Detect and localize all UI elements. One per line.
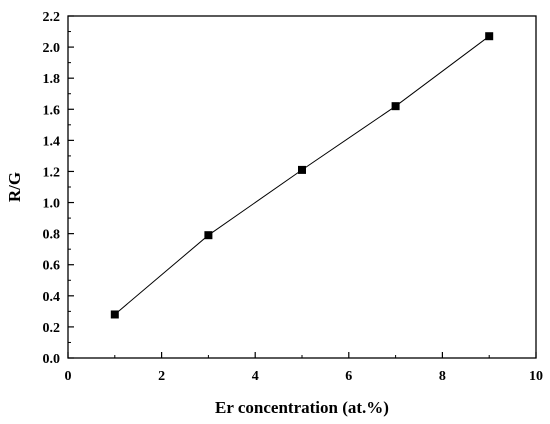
y-tick-label: 2.2 xyxy=(43,10,61,25)
y-tick-label: 0.4 xyxy=(43,290,61,305)
y-tick-label: 0.0 xyxy=(43,352,61,367)
y-tick-label: 1.2 xyxy=(43,165,61,180)
y-tick-label: 2.0 xyxy=(43,41,61,56)
plot-frame xyxy=(67,15,537,359)
x-tick-label: 8 xyxy=(439,369,446,384)
tick-labels: 0 2 4 6 8 10 0.0 0.2 0.4 0.6 0.8 1.0 1.2 1.4 1.6 1.8 2.0… xyxy=(43,10,544,384)
y-tick-label: 1.4 xyxy=(43,134,61,149)
data-point-marker xyxy=(110,310,119,319)
x-tick-label: 10 xyxy=(529,369,543,384)
x-tick-label: 6 xyxy=(345,369,352,384)
x-axis-title: Er concentration (at.%) xyxy=(215,398,389,417)
x-tick-label: 0 xyxy=(65,369,72,384)
series-line xyxy=(114,35,490,315)
x-tick-label: 2 xyxy=(158,369,165,384)
y-axis-title: R/G xyxy=(5,172,24,202)
data-point-marker xyxy=(485,32,494,41)
x-tick-label: 4 xyxy=(252,369,259,384)
data-point-marker xyxy=(204,231,213,240)
y-tick-label: 0.2 xyxy=(43,321,61,336)
data-markers xyxy=(110,32,494,319)
ticks xyxy=(67,15,537,359)
y-tick-label: 1.8 xyxy=(43,72,61,87)
y-tick-label: 1.6 xyxy=(43,103,61,118)
y-tick-label: 1.0 xyxy=(43,197,61,212)
y-tick-label: 0.8 xyxy=(43,228,61,243)
data-point-marker xyxy=(298,165,306,174)
data-point-marker xyxy=(391,102,400,111)
y-tick-label: 0.6 xyxy=(43,259,61,274)
